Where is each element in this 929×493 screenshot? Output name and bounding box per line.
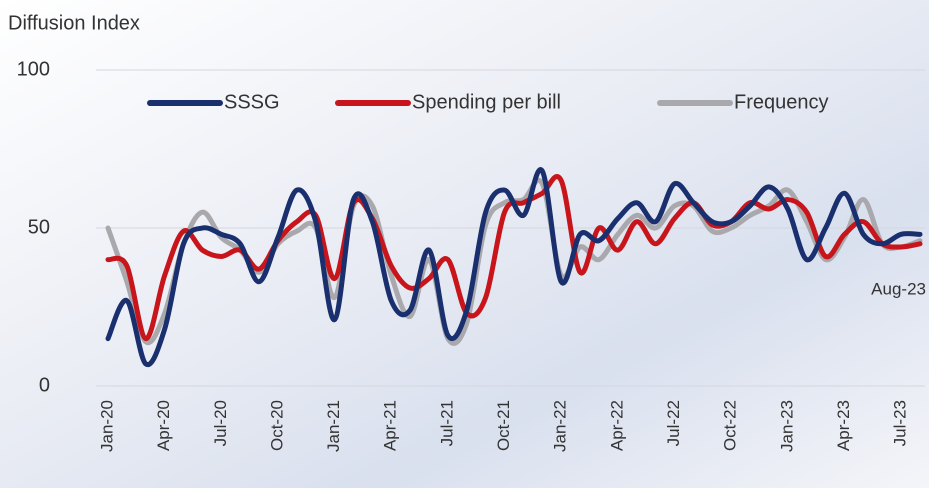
x-tick-label: Jul-22 — [664, 400, 683, 446]
x-tick-label: Apr-22 — [607, 400, 626, 451]
x-tick-label: Jan-23 — [777, 400, 796, 452]
x-tick-label: Apr-20 — [154, 400, 173, 451]
x-tick-label: Jul-23 — [891, 400, 910, 446]
x-tick-label: Oct-21 — [494, 400, 513, 451]
x-tick-label: Jul-21 — [437, 400, 456, 446]
legend-label: Spending per bill — [412, 91, 561, 113]
x-tick-label: Jan-20 — [97, 400, 116, 452]
y-tick-label: 50 — [28, 216, 50, 238]
legend-label: Frequency — [734, 91, 829, 113]
legend-label: SSSG — [224, 91, 280, 113]
y-tick-label: 0 — [39, 374, 50, 396]
x-tick-label: Jul-20 — [211, 400, 230, 446]
x-tick-label: Oct-20 — [267, 400, 286, 451]
annotation: Aug-23 — [871, 279, 926, 298]
y-axis-title: Diffusion Index — [8, 12, 140, 34]
x-tick-label: Oct-22 — [721, 400, 740, 451]
y-tick-label: 100 — [17, 58, 50, 80]
x-tick-label: Apr-23 — [834, 400, 853, 451]
series-line — [105, 167, 923, 368]
x-tick-label: Apr-21 — [381, 400, 400, 451]
x-tick-label: Jan-22 — [551, 400, 570, 452]
x-tick-label: Jan-21 — [324, 400, 343, 452]
